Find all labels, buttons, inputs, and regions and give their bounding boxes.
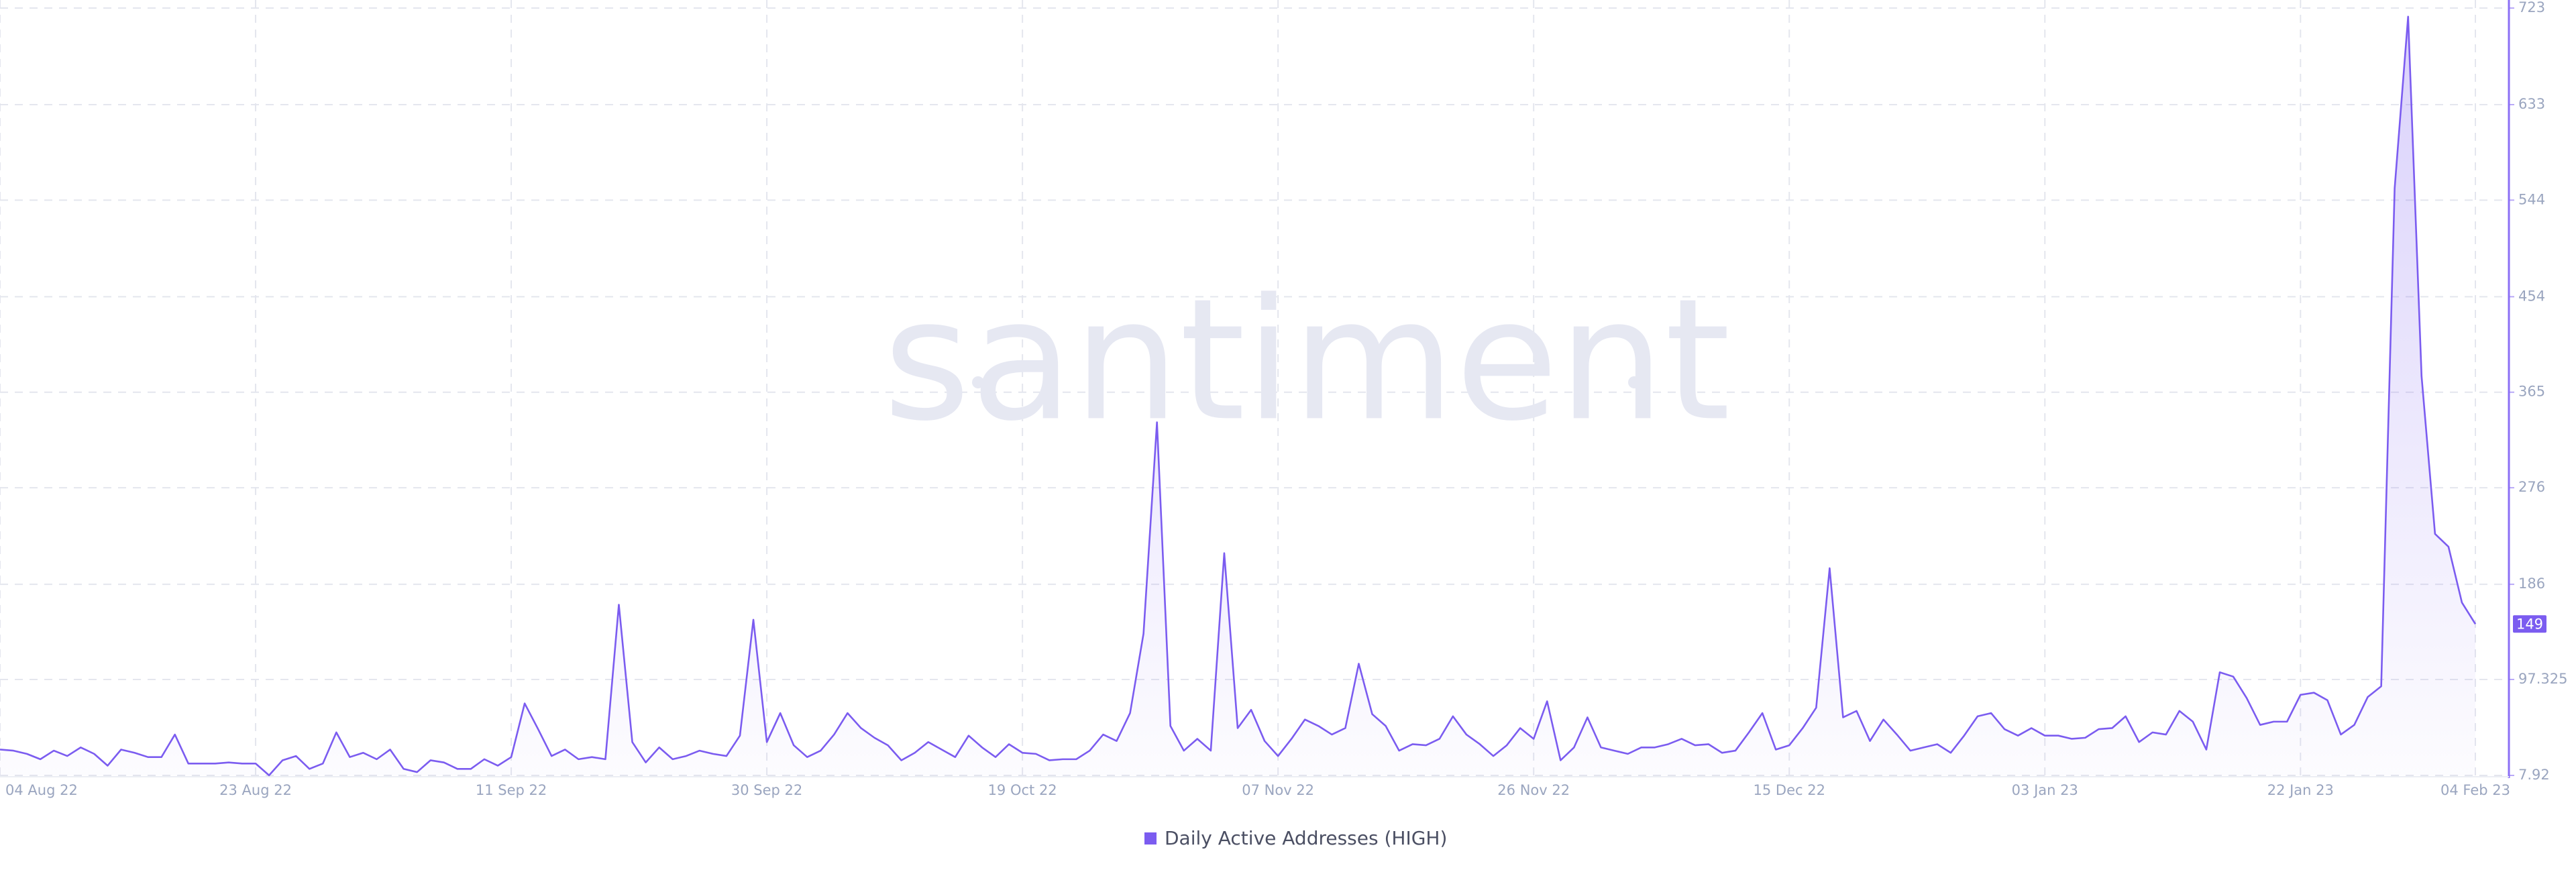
x-tick-label: 30 Sep 22 [731, 782, 802, 798]
area [0, 16, 2475, 775]
x-tick-label: 26 Nov 22 [1497, 782, 1570, 798]
legend-swatch [1144, 832, 1157, 844]
y-tick-label: 544 [2518, 191, 2545, 207]
watermark-dot [1628, 376, 1640, 388]
x-tick-label: 15 Dec 22 [1754, 782, 1825, 798]
y-tick-label: 186 [2518, 576, 2545, 592]
x-tick-label: 23 Aug 22 [219, 782, 292, 798]
x-tick-label: 07 Nov 22 [1242, 782, 1314, 798]
y-tick-label: 365 [2518, 384, 2545, 400]
x-tick-label: 22 Jan 23 [2267, 782, 2334, 798]
x-tick-label: 19 Oct 22 [988, 782, 1057, 798]
x-tick-label: 04 Feb 23 [2440, 782, 2510, 798]
last-value-badge [2513, 615, 2546, 633]
legend: Daily Active Addresses (HIGH) [1144, 827, 1447, 849]
x-tick-label: 03 Jan 23 [2012, 782, 2078, 798]
y-tick-label: 723 [2518, 0, 2545, 15]
y-tick-label: 97.325 [2518, 671, 2567, 687]
y-tick-label: 454 [2518, 288, 2545, 304]
grid [0, 0, 2509, 776]
y-tick-label: 276 [2518, 479, 2545, 495]
legend-label: Daily Active Addresses (HIGH) [1165, 827, 1447, 849]
y-tick-label: 7.92 [2518, 767, 2550, 783]
watermark-text: santiment [883, 262, 1730, 457]
watermark: santiment [883, 262, 1730, 457]
last-value-label: 149 [2516, 616, 2543, 632]
line [0, 15, 2477, 777]
x-tick-label: 04 Aug 22 [5, 782, 78, 798]
watermark-dot [972, 376, 984, 388]
x-tick-label: 11 Sep 22 [476, 782, 547, 798]
y-tick-label: 633 [2518, 96, 2545, 112]
